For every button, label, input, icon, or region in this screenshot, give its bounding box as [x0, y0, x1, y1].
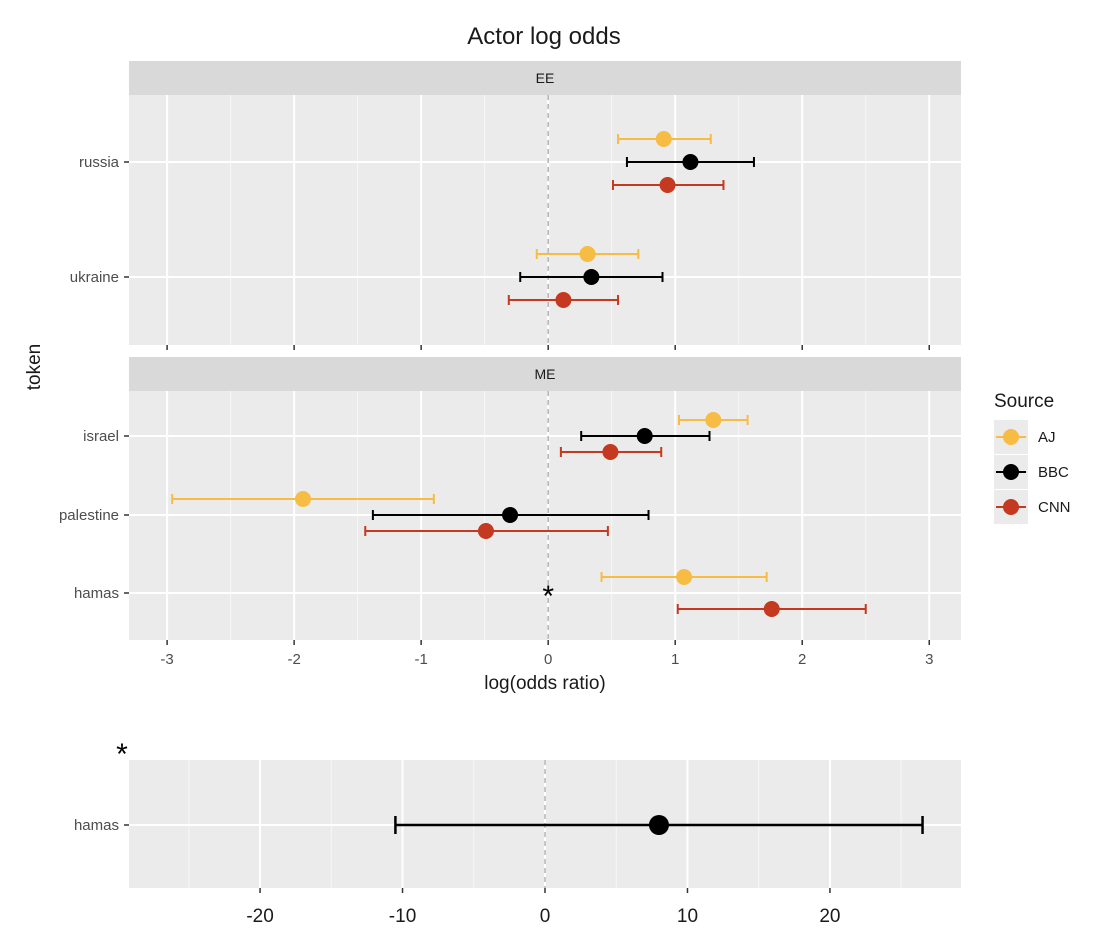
inset-asterisk: * [116, 738, 128, 771]
point-bbc-russia [682, 154, 699, 170]
x-tick-label: -1 [414, 651, 427, 668]
panel-background [129, 95, 961, 345]
y-tick-label: hamas [74, 585, 119, 602]
legend-title: Source [994, 391, 1054, 412]
x-tick-label: 3 [925, 651, 933, 668]
legend-label-bbc: BBC [1038, 464, 1069, 481]
x-tick-label: -3 [160, 651, 173, 668]
point-bbc-hamas [648, 815, 669, 835]
asterisk-marker: * [542, 580, 554, 613]
point-bbc-ukraine [583, 269, 600, 285]
point-aj-hamas [676, 569, 693, 585]
chart-title: Actor log odds [467, 23, 620, 50]
y-axis-title: token [24, 344, 45, 390]
point-aj-ukraine [579, 246, 596, 262]
facet-strip-label: EE [536, 70, 555, 86]
point-bbc-israel [636, 428, 653, 444]
legend-key-cnn [1003, 499, 1019, 515]
legend-key-bbc [1003, 464, 1019, 480]
x-tick-label: 0 [540, 906, 551, 927]
point-cnn-palestine [477, 523, 494, 539]
facet-strip-label: ME [535, 366, 556, 382]
x-axis-title: log(odds ratio) [484, 673, 605, 694]
y-tick-label: ukraine [70, 269, 119, 286]
y-tick-label: israel [83, 428, 119, 445]
point-cnn-hamas [763, 601, 780, 617]
point-bbc-palestine [502, 507, 519, 523]
point-cnn-ukraine [555, 292, 572, 308]
x-tick-label: 2 [798, 651, 806, 668]
x-tick-label: -10 [389, 906, 416, 927]
x-tick-label: 10 [677, 906, 698, 927]
x-tick-label: 20 [819, 906, 840, 927]
point-aj-palestine [295, 491, 312, 507]
point-aj-russia [655, 131, 672, 147]
legend-label-cnn: CNN [1038, 499, 1071, 516]
y-tick-label: russia [79, 154, 120, 171]
point-cnn-russia [659, 177, 676, 193]
facet-strip [129, 61, 961, 95]
x-tick-label: -20 [246, 906, 273, 927]
point-aj-israel [705, 412, 722, 428]
y-tick-label: hamas [74, 817, 119, 834]
facet-strip [129, 357, 961, 391]
legend-key-aj [1003, 429, 1019, 445]
y-tick-label: palestine [59, 507, 119, 524]
point-cnn-israel [602, 444, 619, 460]
x-tick-label: 1 [671, 651, 679, 668]
x-tick-label: 0 [544, 651, 552, 668]
x-tick-label: -2 [287, 651, 300, 668]
legend-label-aj: AJ [1038, 429, 1056, 446]
